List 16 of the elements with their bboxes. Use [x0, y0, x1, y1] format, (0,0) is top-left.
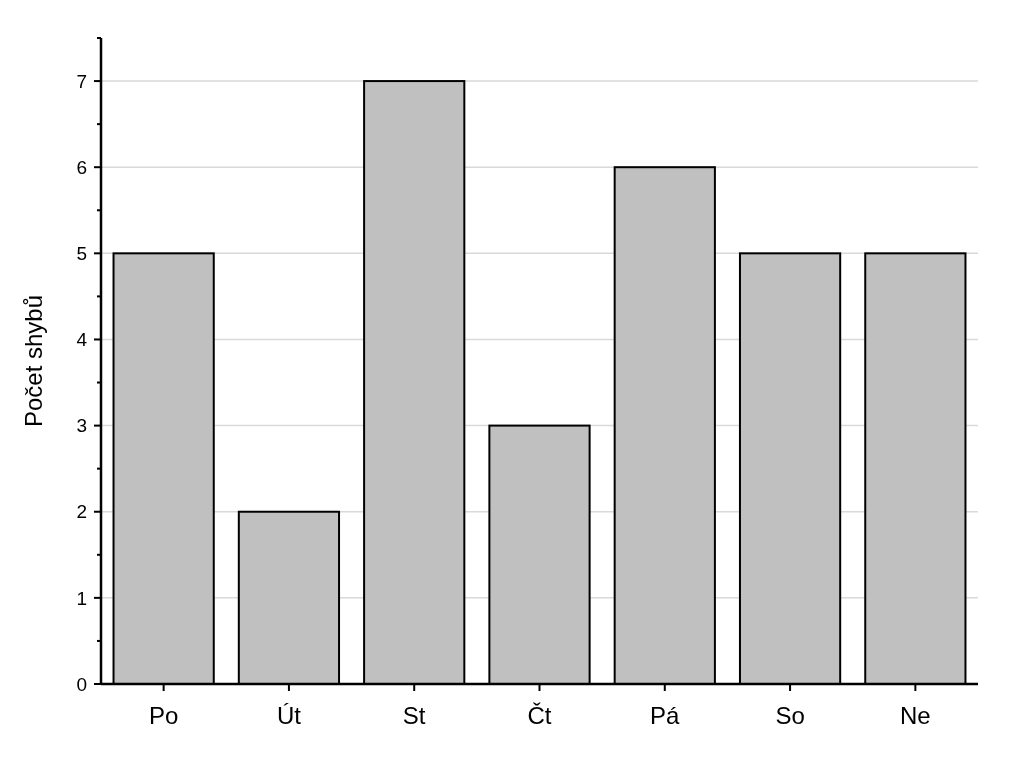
y-tick-label: 4 [76, 329, 88, 351]
x-tick-label: St [402, 702, 426, 729]
y-tick-label: 7 [76, 70, 87, 92]
y-tick-label: 6 [76, 156, 87, 178]
y-tick-label: 0 [76, 673, 87, 695]
y-tick-label: 1 [76, 587, 87, 609]
y-axis-title: Počet shybů [20, 294, 47, 428]
x-tick-label: Po [148, 702, 179, 729]
y-tick-label: 3 [76, 415, 87, 437]
y-tick-label: 2 [76, 501, 87, 523]
x-tick-label: Pá [650, 702, 681, 729]
x-tick-label: Út [276, 702, 302, 729]
x-tick-label: Ne [900, 702, 931, 729]
x-tick-label: Čt [527, 702, 552, 729]
y-tick-label: 5 [76, 242, 87, 264]
x-tick-label: So [775, 702, 805, 729]
